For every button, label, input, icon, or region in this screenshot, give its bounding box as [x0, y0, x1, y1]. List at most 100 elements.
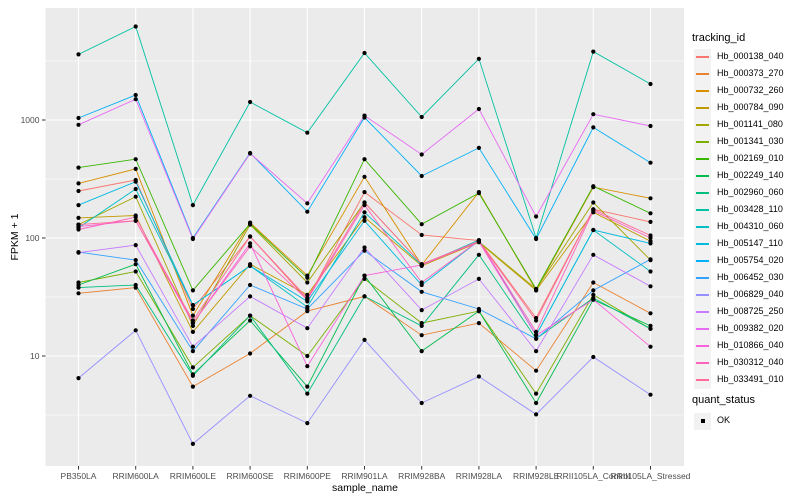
data-point [76, 203, 81, 208]
legend-key-Hb_002249_140 [694, 167, 711, 185]
legend-label-Hb_001341_030: Hb_001341_030 [717, 136, 784, 146]
x-axis-title: sample_name [332, 482, 398, 494]
data-point [248, 151, 253, 156]
legend: tracking_id Hb_000138_040 Hb_000373_270 Hb_… [692, 0, 800, 500]
legend-key-line [696, 260, 709, 262]
data-point [248, 351, 253, 356]
legend-label-Hb_000138_040: Hb_000138_040 [717, 51, 784, 61]
data-point [534, 336, 539, 341]
data-point [648, 323, 653, 328]
y-tick-label: 100 [25, 233, 39, 243]
data-point [534, 286, 539, 292]
legend-key-line [696, 73, 709, 75]
legend-label-Hb_001141_080: Hb_001141_080 [717, 119, 783, 129]
legend-title-quant-status: quant_status [692, 394, 755, 406]
legend-key-line [696, 226, 709, 228]
data-point [648, 81, 653, 87]
data-point [419, 114, 424, 120]
data-point [190, 303, 195, 308]
legend-label-Hb_005147_110: Hb_005147_110 [717, 238, 783, 248]
data-point [248, 234, 253, 239]
axis-ticks [42, 119, 651, 470]
data-point [133, 258, 138, 263]
data-point [133, 24, 138, 29]
data-point [362, 190, 367, 195]
data-point [648, 233, 653, 238]
legend-key-line [696, 124, 709, 126]
data-point [591, 288, 596, 293]
x-tick-label: RRIM600PE [284, 471, 332, 481]
legend-label-Hb_006452_030: Hb_006452_030 [717, 272, 784, 282]
data-point [133, 179, 138, 184]
x-tick-label: RRIM600LA [113, 471, 160, 481]
data-point [476, 374, 481, 379]
x-tick-label: RRIM928LE [513, 471, 560, 481]
data-point [76, 122, 81, 127]
data-point [305, 201, 310, 206]
data-point [190, 288, 195, 293]
legend-label-Hb_000784_090: Hb_000784_090 [717, 102, 784, 112]
data-point [248, 294, 253, 299]
data-point [362, 210, 367, 215]
legend-key-Hb_001341_030 [694, 133, 711, 151]
data-point [648, 257, 653, 262]
data-point [76, 376, 81, 381]
data-point [76, 115, 81, 121]
data-point [248, 244, 253, 249]
data-point [534, 318, 539, 323]
x-tick-labels: PB350LA RRIM600LA RRIM600LE RRIM600SE RRIM60… [61, 471, 691, 481]
data-point [362, 113, 367, 118]
data-point [591, 112, 596, 117]
data-point [76, 52, 81, 57]
data-point [133, 166, 138, 171]
legend-key-line [696, 345, 709, 347]
legend-key-Hb_006452_030 [694, 269, 711, 287]
legend-key-Hb_002960_060 [694, 184, 711, 202]
legend-label-Hb_004310_060: Hb_004310_060 [717, 221, 784, 231]
data-point [648, 392, 653, 397]
data-point [534, 412, 539, 417]
data-point [419, 152, 424, 157]
legend-key-Hb_033491_010 [694, 371, 711, 389]
data-point [476, 106, 481, 112]
data-point [76, 165, 81, 170]
legend-key-line [696, 362, 709, 364]
legend-key-point [700, 419, 705, 423]
data-point [76, 250, 81, 255]
data-point [76, 227, 81, 232]
legend-label-Hb_002169_010: Hb_002169_010 [717, 153, 784, 163]
data-point [591, 125, 596, 130]
data-point [419, 308, 424, 313]
legend-key-Hb_002169_010 [694, 150, 711, 168]
legend-key-Hb_004310_060 [694, 218, 711, 236]
y-tick-label: 1000 [21, 115, 40, 125]
data-point [76, 222, 81, 227]
data-point [419, 400, 424, 406]
data-point [648, 284, 653, 289]
data-point [362, 215, 367, 220]
y-axis-title: FPKM + 1 [9, 213, 21, 261]
legend-label-quant-OK: OK [717, 415, 731, 425]
data-point [133, 92, 138, 98]
legend-label-Hb_003428_110: Hb_003428_110 [717, 204, 783, 214]
data-point [648, 326, 653, 331]
data-point [591, 184, 596, 189]
data-point [362, 273, 367, 278]
data-point [248, 99, 253, 105]
x-tick-label: RRII105LA_Control [556, 471, 630, 481]
legend-label-Hb_000732_260: Hb_000732_260 [717, 85, 784, 95]
data-point [419, 262, 424, 267]
data-point [362, 157, 367, 162]
data-point [190, 306, 195, 312]
data-point [419, 333, 424, 338]
legend-key-Hb_005147_110 [694, 235, 711, 253]
data-point [476, 252, 481, 257]
legend-key-line [696, 311, 709, 313]
data-point [534, 368, 539, 373]
data-point [248, 221, 253, 226]
data-point [76, 215, 81, 220]
legend-label-Hb_033491_010: Hb_033491_010 [717, 374, 784, 384]
data-point [305, 364, 310, 369]
data-point [190, 329, 195, 334]
